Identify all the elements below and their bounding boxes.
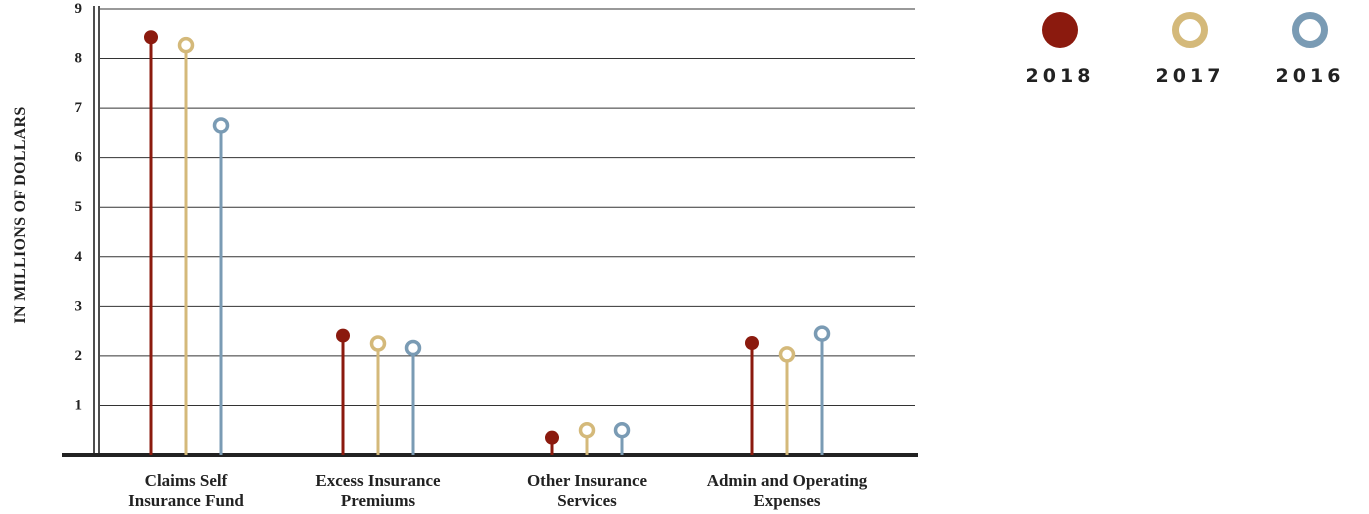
- legend-label-2018: 2018: [1025, 65, 1095, 87]
- legend-item-2016: 2016: [1260, 12, 1360, 87]
- y-tick-label: 8: [75, 51, 83, 67]
- legend-item-2018: 2018: [1010, 12, 1110, 87]
- legend-label-2017: 2017: [1155, 65, 1225, 87]
- chart: 1 2 3 4 5 6 7 8 9 Claims Self Insurance Fund Exces…: [12, 1, 918, 510]
- y-tick-label: 9: [75, 1, 83, 17]
- lollipop-point: [212, 117, 230, 134]
- category-label: Excess Insurance Premiums: [315, 471, 441, 510]
- y-tick-label: 2: [75, 348, 83, 364]
- legend-item-2017: 2017: [1140, 12, 1240, 87]
- category-label-line: Premiums: [341, 491, 416, 510]
- legend-marker-2016: [1292, 12, 1328, 48]
- legend: 2018 2017 2016: [1010, 12, 1362, 102]
- lollipop-point: [778, 346, 796, 363]
- legend-marker-2018: [1042, 12, 1078, 48]
- category-label: Admin and Operating Expenses: [707, 471, 868, 510]
- y-tick-labels: 1 2 3 4 5 6 7 8 9: [75, 1, 83, 413]
- lollipop-point: [578, 421, 596, 439]
- category-label-line: Admin and Operating: [707, 471, 868, 490]
- category-label-line: Claims Self: [145, 471, 228, 490]
- category-label-line: Excess Insurance: [315, 471, 441, 490]
- y-tick-label: 4: [75, 249, 83, 265]
- lollipop-point: [144, 30, 158, 45]
- category-label-line: Other Insurance: [527, 471, 648, 490]
- lollipop-point: [336, 328, 350, 343]
- lollipop-point: [369, 335, 387, 352]
- y-tick-label: 1: [75, 397, 83, 413]
- legend-marker-2017: [1172, 12, 1208, 48]
- lollipop-point: [177, 36, 195, 54]
- legend-label-2016: 2016: [1275, 65, 1345, 87]
- category-label-line: Services: [557, 491, 617, 510]
- y-axis-label: IN MILLIONS OF DOLLARS: [12, 106, 29, 323]
- lollipop-point: [404, 339, 422, 357]
- category-label: Claims Self Insurance Fund: [128, 471, 244, 510]
- category-labels: Claims Self Insurance Fund Excess Insuranc…: [128, 471, 868, 510]
- lollipop-point: [813, 325, 831, 342]
- category-label-line: Expenses: [753, 491, 820, 510]
- category-label-line: Insurance Fund: [128, 491, 244, 510]
- y-tick-label: 6: [75, 150, 83, 166]
- lollipop-point: [545, 430, 559, 445]
- lollipop-point: [745, 336, 759, 351]
- data-marks: [144, 30, 831, 455]
- axes: [62, 6, 918, 457]
- grid-lines: [100, 8, 915, 406]
- y-tick-label: 7: [75, 100, 83, 116]
- y-tick-label: 3: [75, 298, 83, 314]
- y-tick-label: 5: [75, 199, 83, 215]
- category-label: Other Insurance Services: [527, 471, 648, 510]
- lollipop-point: [613, 421, 631, 439]
